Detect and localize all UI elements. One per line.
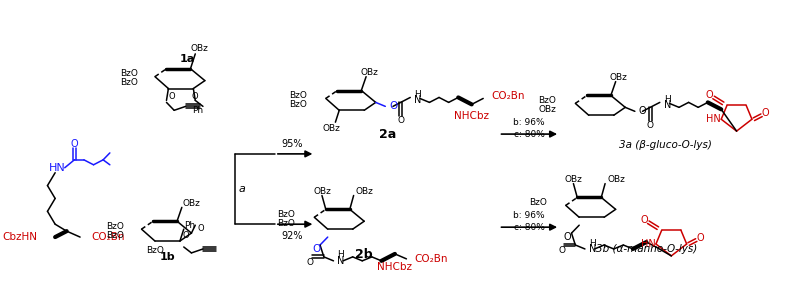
- Text: b: 96%: b: 96%: [513, 211, 545, 220]
- Text: BzO: BzO: [107, 231, 124, 240]
- Text: OBz: OBz: [190, 44, 208, 53]
- Text: BzO: BzO: [120, 78, 137, 87]
- Text: HN: HN: [641, 239, 655, 249]
- Text: BzO: BzO: [120, 69, 137, 78]
- Text: BzO: BzO: [289, 100, 307, 109]
- Text: H: H: [589, 239, 596, 247]
- Text: NHCbz: NHCbz: [378, 262, 412, 272]
- Text: O: O: [696, 233, 704, 243]
- Text: O: O: [558, 247, 565, 255]
- Text: BzO: BzO: [289, 91, 307, 100]
- Text: O: O: [647, 121, 654, 130]
- Text: 3b (α-manno-O-lys): 3b (α-manno-O-lys): [596, 244, 697, 254]
- Text: O: O: [307, 258, 314, 267]
- Text: O: O: [182, 231, 189, 240]
- Text: BzO: BzO: [146, 247, 164, 255]
- Text: 95%: 95%: [282, 139, 303, 149]
- Text: OBz: OBz: [539, 105, 556, 114]
- Text: OBz: OBz: [183, 199, 201, 208]
- Text: 2a: 2a: [378, 128, 396, 141]
- Text: N: N: [589, 244, 596, 254]
- Text: O: O: [192, 92, 199, 101]
- Text: O: O: [169, 92, 176, 101]
- Text: NHCbz: NHCbz: [455, 111, 489, 121]
- Text: O: O: [706, 90, 714, 100]
- Text: CO₂Bn: CO₂Bn: [414, 254, 447, 264]
- Text: O: O: [641, 215, 648, 225]
- Text: OBz: OBz: [607, 175, 625, 184]
- Text: O: O: [389, 101, 397, 111]
- Text: OBz: OBz: [323, 124, 341, 133]
- Text: BzO: BzO: [277, 210, 295, 219]
- Text: Ph: Ph: [184, 221, 195, 230]
- Text: N: N: [338, 256, 345, 266]
- Text: H: H: [663, 95, 670, 104]
- Text: HN: HN: [706, 114, 721, 124]
- Text: OBz: OBz: [356, 187, 374, 196]
- Text: O: O: [761, 108, 769, 118]
- Text: O: O: [312, 244, 320, 254]
- Text: OBz: OBz: [313, 187, 331, 196]
- Text: OBz: OBz: [610, 73, 627, 82]
- Text: b: 96%: b: 96%: [513, 118, 545, 127]
- Text: O: O: [198, 224, 204, 233]
- Text: OBz: OBz: [360, 68, 378, 77]
- Text: O: O: [639, 106, 646, 116]
- Text: H: H: [414, 90, 421, 99]
- Text: HN: HN: [49, 163, 65, 173]
- Text: c: 80%: c: 80%: [514, 223, 545, 232]
- Text: BzO: BzO: [528, 198, 546, 207]
- Text: O: O: [397, 116, 404, 125]
- Text: 1a: 1a: [180, 54, 195, 64]
- Text: c: 80%: c: 80%: [514, 130, 545, 139]
- Text: Ph: Ph: [192, 106, 203, 115]
- Text: BzO: BzO: [539, 96, 556, 105]
- Text: OBz: OBz: [564, 175, 582, 184]
- Text: O: O: [71, 139, 78, 149]
- Text: CO₂Bn: CO₂Bn: [491, 92, 524, 102]
- Text: 3a (β-gluco-O-lys): 3a (β-gluco-O-lys): [619, 140, 712, 150]
- Text: a: a: [239, 184, 246, 194]
- Text: 92%: 92%: [282, 231, 303, 241]
- Text: CO₂Bn: CO₂Bn: [92, 232, 125, 242]
- Text: BzO: BzO: [277, 219, 295, 228]
- Text: 2b: 2b: [356, 249, 373, 261]
- Text: H: H: [338, 251, 344, 259]
- Text: 1b: 1b: [159, 252, 175, 262]
- Text: CbzHN: CbzHN: [3, 232, 38, 242]
- Text: N: N: [414, 96, 422, 106]
- Text: BzO: BzO: [107, 222, 124, 231]
- Text: N: N: [663, 100, 671, 110]
- Text: O: O: [564, 232, 571, 242]
